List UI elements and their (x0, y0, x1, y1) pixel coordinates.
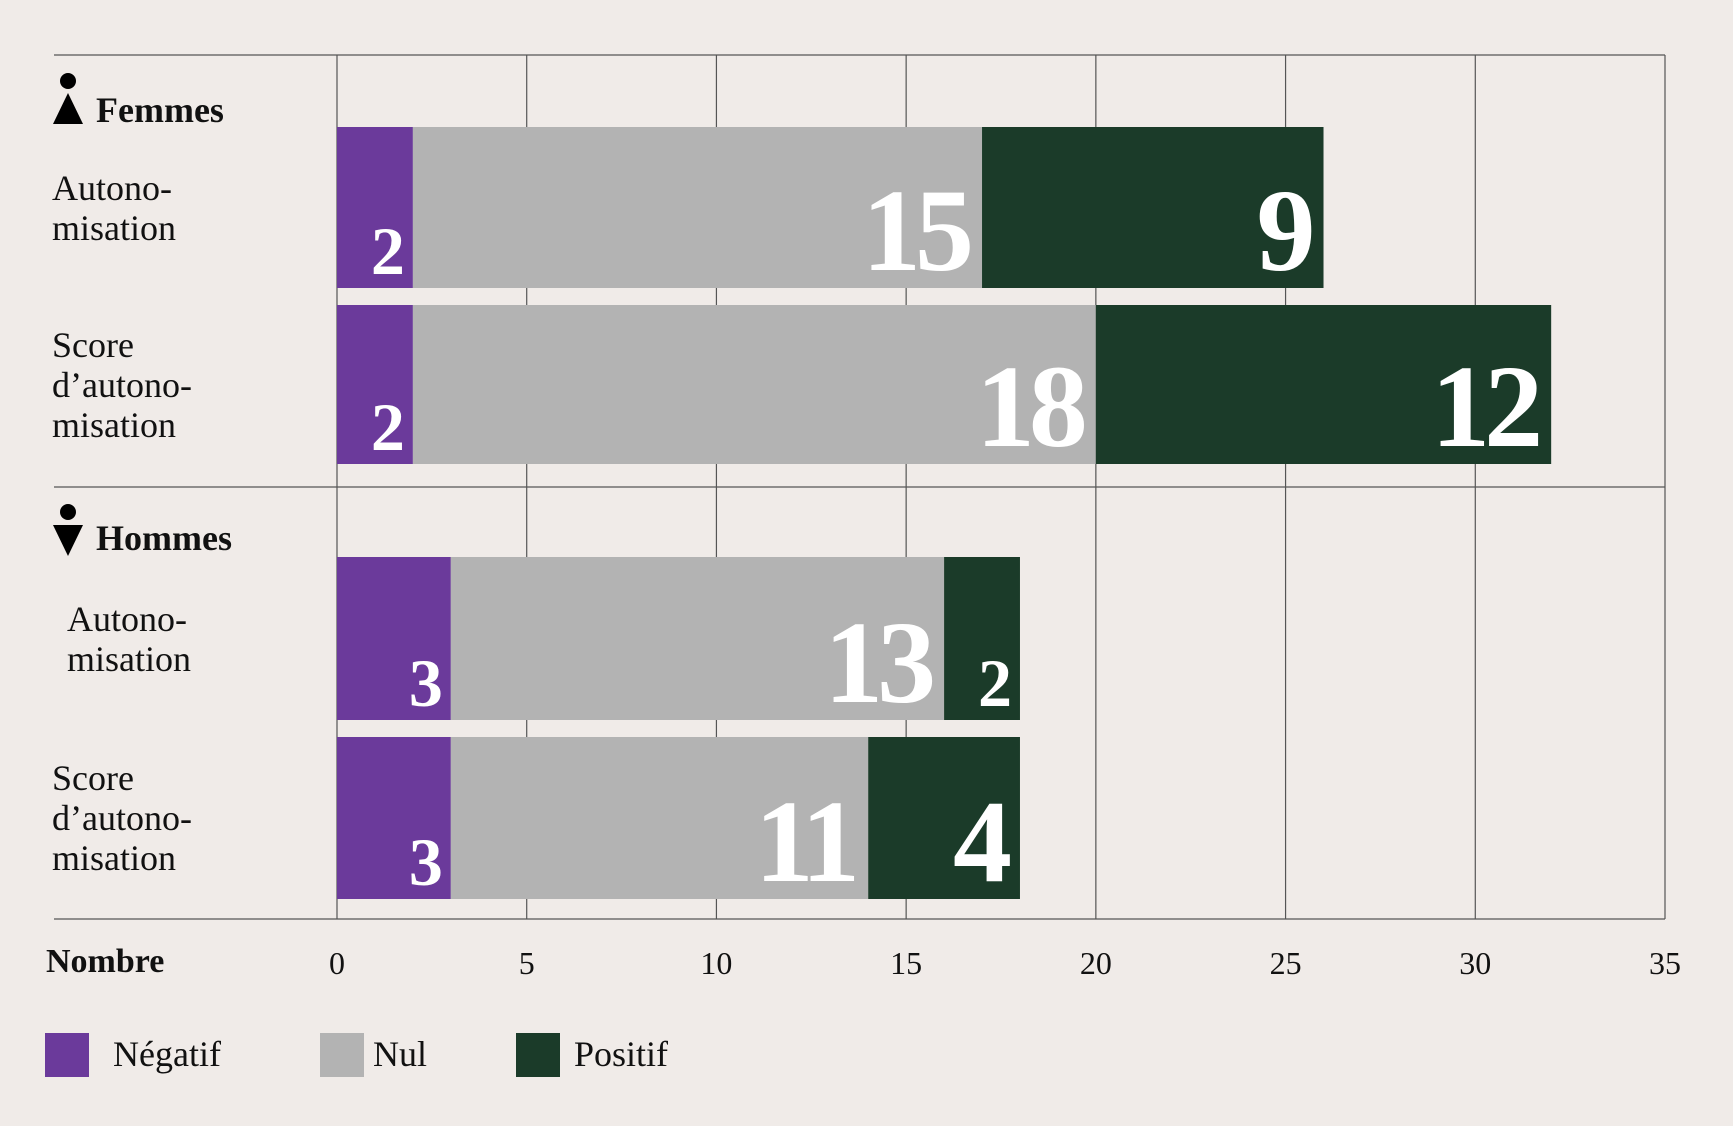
value-label: 2 (371, 389, 403, 465)
category-label: Autono- misation (67, 598, 191, 679)
bar-segment (337, 557, 451, 720)
x-tick-label: 15 (890, 945, 922, 981)
value-label: 13 (824, 597, 932, 728)
x-tick-label: 35 (1649, 945, 1681, 981)
category-label: Score d’autono- misation (52, 758, 192, 878)
group-label: Femmes (96, 90, 224, 130)
value-label: 11 (755, 776, 855, 907)
x-tick-label: 10 (700, 945, 732, 981)
legend-label: Nul (373, 1034, 427, 1074)
value-label: 12 (1431, 341, 1538, 472)
value-label: 3 (409, 645, 441, 721)
bar-segment (412, 305, 1096, 464)
bar-segment (412, 127, 983, 288)
female-icon (53, 73, 83, 124)
bar-segment (337, 127, 413, 288)
legend-swatch (516, 1033, 560, 1077)
bar-segment (337, 305, 413, 464)
bar-segment (337, 737, 451, 899)
legend-swatch (45, 1033, 89, 1077)
x-tick-label: 5 (519, 945, 535, 981)
value-label: 4 (953, 776, 1010, 907)
bar-segment (944, 557, 1020, 720)
value-label: 2 (371, 213, 403, 289)
value-label: 3 (409, 824, 441, 900)
value-label: 15 (862, 165, 970, 296)
category-label: Autono- misation (52, 167, 176, 248)
legend-label: Négatif (113, 1034, 221, 1074)
value-label: 9 (1257, 165, 1312, 296)
legend-swatch (320, 1033, 364, 1077)
value-label: 18 (976, 341, 1085, 472)
x-axis-label: Nombre (46, 943, 164, 980)
x-tick-label: 20 (1080, 945, 1112, 981)
bar-segment (982, 127, 1324, 288)
bar-segment (450, 737, 869, 899)
category-label: Score d’autono- misation (52, 324, 192, 445)
bar-segment (450, 557, 945, 720)
bar-segment (868, 737, 1020, 899)
x-tick-label: 25 (1270, 945, 1302, 981)
x-tick-label: 30 (1459, 945, 1491, 981)
male-icon (53, 504, 83, 556)
value-label: 2 (978, 645, 1010, 721)
legend-label: Positif (574, 1034, 668, 1074)
group-label: Hommes (96, 518, 232, 558)
bar-segment (1095, 305, 1552, 464)
x-tick-label: 0 (329, 945, 345, 981)
